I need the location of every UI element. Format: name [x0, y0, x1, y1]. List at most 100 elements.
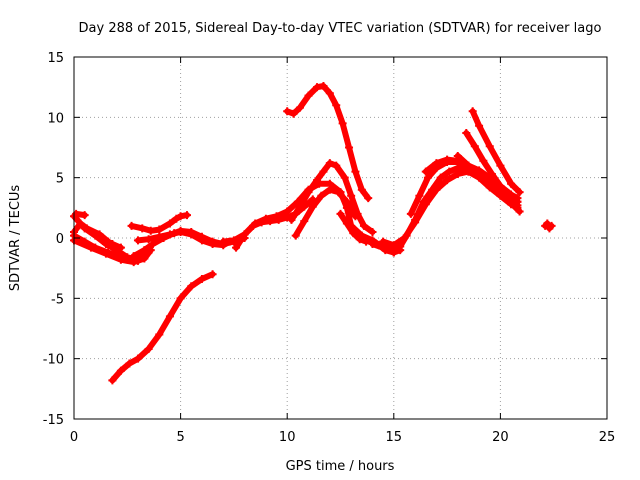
data-point: [347, 191, 356, 200]
data-point: [342, 197, 351, 206]
series-arc-s: [468, 107, 524, 197]
series-arc-i: [108, 270, 217, 385]
data-point: [349, 229, 358, 238]
data-point: [140, 254, 149, 263]
data-point: [445, 167, 454, 176]
series-arc-f: [127, 211, 191, 235]
data-point: [325, 89, 334, 98]
data-point: [104, 237, 113, 246]
y-tick-labels: -15 -10 -5 0 5 10 15: [43, 51, 64, 428]
data-point: [485, 142, 494, 151]
data-point: [479, 156, 488, 165]
data-point: [125, 359, 134, 368]
data-point: [155, 232, 164, 241]
data-point: [116, 253, 125, 262]
y-axis-label: SDTVAR / TECUs: [8, 185, 23, 292]
data-point: [364, 194, 373, 203]
data-point: [197, 236, 206, 245]
data-point: [108, 240, 117, 249]
data-point: [133, 256, 142, 265]
series-arc-u: [453, 151, 524, 216]
data-point: [313, 83, 322, 92]
data-point: [146, 226, 155, 235]
data-point: [336, 209, 345, 218]
data-point: [389, 248, 398, 257]
data-point: [319, 81, 328, 90]
data-point: [340, 173, 349, 182]
data-point: [332, 161, 341, 170]
data-point: [249, 221, 258, 230]
data-point: [104, 248, 113, 257]
x-tick-labels: 0 5 10 15 20 25: [70, 430, 615, 445]
series-arc-d: [70, 219, 125, 252]
data-point: [325, 159, 334, 168]
data-point: [475, 171, 484, 180]
data-point: [515, 188, 524, 197]
data-point: [108, 376, 117, 385]
data-point: [342, 219, 351, 228]
data-point: [182, 211, 191, 220]
data-point: [91, 243, 100, 252]
data-point: [232, 243, 241, 252]
data-point: [129, 252, 138, 261]
x-tick-label: 0: [70, 430, 78, 445]
series-point-w: [541, 219, 556, 233]
x-tick-label: 5: [176, 430, 184, 445]
data-point: [144, 345, 153, 354]
data-point: [547, 221, 556, 230]
data-point: [80, 211, 89, 220]
data-point: [421, 167, 430, 176]
y-tick-label: -5: [51, 292, 64, 307]
data-point: [415, 191, 424, 200]
data-point: [176, 212, 185, 221]
data-point: [155, 225, 164, 234]
data-point: [507, 199, 516, 208]
data-point: [116, 366, 125, 375]
x-tick-label: 25: [599, 430, 616, 445]
x-axis-label: GPS time / hours: [286, 459, 395, 474]
data-point: [496, 161, 505, 170]
data-point: [165, 230, 174, 239]
data-point: [240, 230, 249, 239]
data-point: [389, 241, 398, 250]
data-point: [338, 119, 347, 128]
data-point: [355, 235, 364, 244]
data-point: [421, 200, 430, 209]
data-point: [291, 231, 300, 240]
data-point: [313, 176, 322, 185]
data-point: [219, 237, 228, 246]
series-trace: [469, 108, 523, 196]
data-point: [453, 151, 462, 160]
data-point: [187, 282, 196, 291]
data-point: [345, 143, 354, 152]
y-tick-label: 15: [47, 51, 64, 66]
series-arc-t: [462, 129, 522, 210]
data-point: [187, 230, 196, 239]
data-point: [487, 170, 496, 179]
data-point: [515, 207, 524, 216]
data-point: [304, 188, 313, 197]
data-point: [411, 218, 420, 227]
data-point: [374, 241, 383, 250]
series-trace: [292, 186, 359, 239]
data-point: [468, 107, 477, 116]
y-tick-label: 0: [56, 232, 64, 247]
y-tick-label: -10: [43, 353, 64, 368]
data-point: [274, 215, 283, 224]
data-point: [155, 330, 164, 339]
data-point: [176, 227, 185, 236]
data-point: [400, 234, 409, 242]
data-point: [496, 182, 505, 191]
data-point: [325, 185, 334, 194]
series-arc-n: [283, 81, 373, 203]
data-point: [362, 237, 371, 246]
data-point: [308, 202, 317, 211]
data-point: [148, 240, 157, 249]
data-point: [140, 246, 149, 255]
data-point: [295, 103, 304, 112]
y-tick-label: 10: [47, 111, 64, 126]
data-point: [300, 217, 309, 226]
data-point: [165, 312, 174, 321]
data-point: [334, 188, 343, 197]
data-point: [133, 354, 142, 363]
